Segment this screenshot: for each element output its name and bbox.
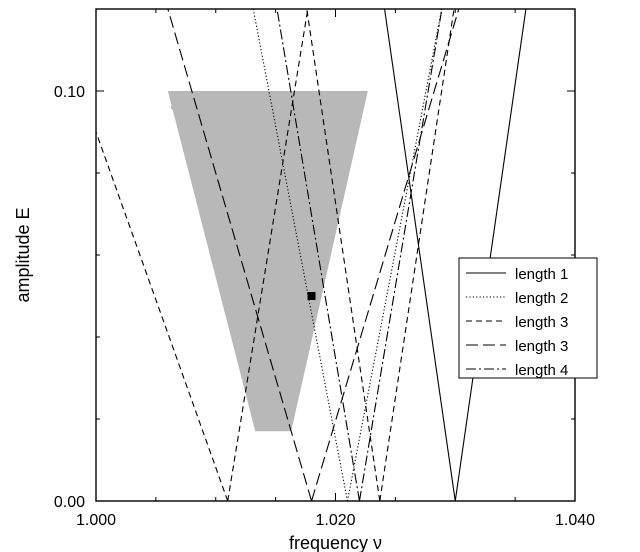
x-tick-label-1: 1.020 bbox=[315, 512, 355, 529]
region-dot bbox=[263, 399, 270, 406]
tick-marks bbox=[95, 9, 576, 502]
region-dot bbox=[186, 153, 193, 160]
x-axis-title: frequency ν bbox=[289, 533, 382, 552]
x-tick-label-2: 1.040 bbox=[555, 512, 595, 529]
legend-label-length-2: length 2 bbox=[515, 290, 568, 307]
region-dot bbox=[170, 104, 177, 111]
series-line-3-0 bbox=[167, 9, 313, 501]
legend-label-length-3-short: length 3 bbox=[515, 314, 568, 331]
region-dot bbox=[241, 325, 248, 332]
legend-label-length-1: length 1 bbox=[515, 266, 568, 283]
series-line-3-1 bbox=[311, 9, 460, 501]
series-line-2-0 bbox=[96, 131, 229, 501]
y-tick-label-1: 0.10 bbox=[54, 84, 85, 101]
stability-region bbox=[167, 91, 368, 432]
series-line-1-1 bbox=[346, 9, 443, 501]
legend-label-length-3-long: length 3 bbox=[515, 338, 568, 355]
region-fill bbox=[167, 91, 368, 432]
legend-label-length-4: length 4 bbox=[515, 362, 568, 379]
series-line-4-0 bbox=[276, 9, 360, 501]
marked-point bbox=[307, 292, 316, 300]
region-dot bbox=[210, 227, 217, 234]
curve-layer bbox=[96, 9, 527, 501]
series-line-0-1 bbox=[454, 9, 527, 501]
region-dot bbox=[248, 350, 255, 357]
y-tick-label-0: 0.00 bbox=[54, 494, 85, 511]
legend-box bbox=[458, 257, 598, 379]
region-dot bbox=[234, 301, 241, 308]
legend: length 1 length 2 length 3 length 3 leng… bbox=[458, 257, 598, 379]
region-dot bbox=[203, 202, 210, 209]
region-dot bbox=[218, 252, 225, 258]
region-dot bbox=[227, 276, 234, 283]
x-tick-label-0: 1.000 bbox=[76, 512, 116, 529]
region-dot bbox=[179, 129, 186, 135]
y-axis-title: amplitude E bbox=[13, 207, 33, 302]
marker-layer bbox=[307, 292, 316, 300]
region-dot bbox=[194, 178, 201, 185]
series-line-2-1 bbox=[227, 9, 309, 501]
series-line-2-3 bbox=[379, 9, 455, 501]
series-line-2-2 bbox=[306, 9, 381, 501]
series-line-4-1 bbox=[358, 9, 443, 501]
series-line-0-0 bbox=[384, 9, 456, 501]
plot-frame bbox=[95, 8, 576, 502]
region-dot bbox=[255, 375, 262, 381]
